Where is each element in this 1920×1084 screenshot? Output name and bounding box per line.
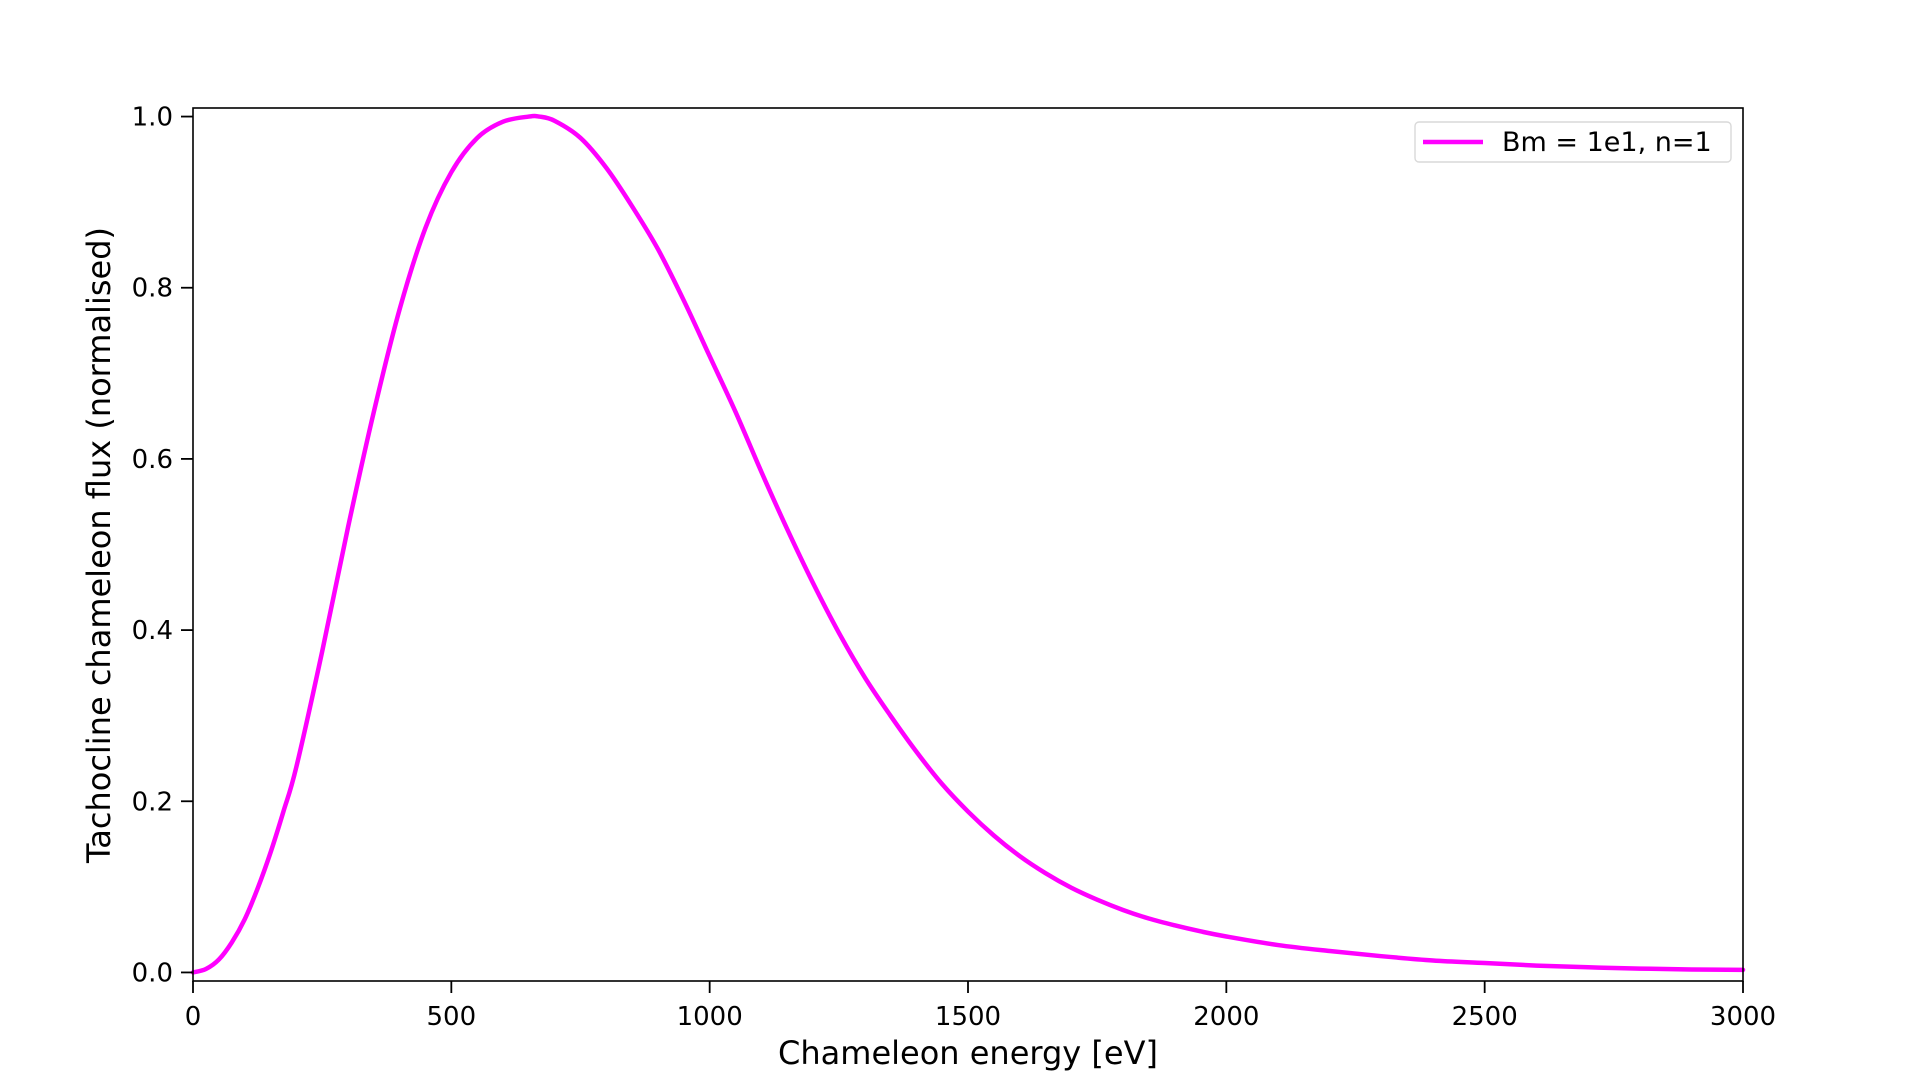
y-tick-label: 0.6 <box>132 445 173 475</box>
y-axis-label: Tachocline chameleon flux (normalised) <box>80 227 118 864</box>
y-tick-label: 0.2 <box>132 787 173 817</box>
y-tick-label: 0.8 <box>132 274 173 304</box>
x-tick-label: 0 <box>185 1002 202 1032</box>
x-tick-label: 500 <box>427 1002 477 1032</box>
legend-box <box>1414 121 1732 163</box>
legend-label: Bm = 1e1, n=1 <box>1502 127 1712 158</box>
x-axis-label: Chameleon energy [eV] <box>778 1034 1158 1072</box>
y-tick-label: 1.0 <box>132 103 173 133</box>
x-tick-label: 3000 <box>1710 1002 1776 1032</box>
y-axis: 0.0 0.2 0.4 0.6 0.8 1.0 <box>132 103 193 988</box>
x-tick-label: 2500 <box>1452 1002 1518 1032</box>
plot-area <box>190 113 1746 975</box>
x-tick-label: 1500 <box>935 1002 1001 1032</box>
x-axis: 0 500 1000 1500 2000 2500 3000 <box>185 981 1776 1032</box>
y-tick-label: 0.0 <box>132 958 173 988</box>
y-tick-label: 0.4 <box>132 616 173 646</box>
x-tick-label: 1000 <box>677 1002 743 1032</box>
x-tick-label: 2000 <box>1193 1002 1259 1032</box>
legend: Bm = 1e1, n=1 <box>1414 121 1732 163</box>
series-line-0 <box>190 113 1746 975</box>
